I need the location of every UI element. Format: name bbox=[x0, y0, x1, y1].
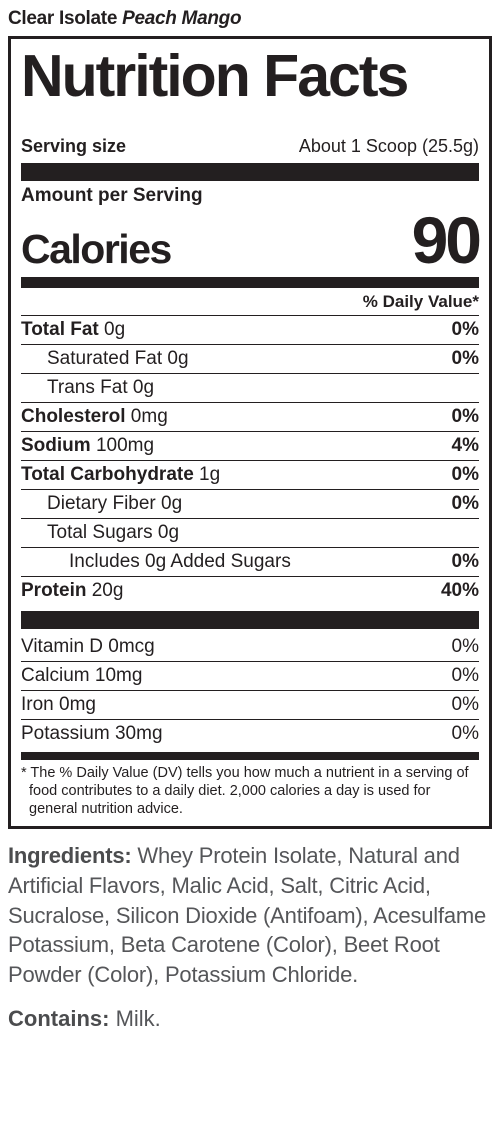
product-header: Clear Isolate Peach Mango bbox=[8, 8, 492, 30]
ingredients-label: Ingredients: bbox=[8, 843, 132, 868]
nutrients-micro: Vitamin D 0mcg 0% Calcium 10mg 0% Iron 0mg 0%… bbox=[21, 633, 479, 748]
divider-medium bbox=[21, 277, 479, 288]
nutrient-row: Protein 20g 40% bbox=[21, 577, 479, 605]
calories-row: Calories 90 bbox=[21, 207, 479, 273]
contains: Contains: Milk. bbox=[8, 1006, 492, 1032]
nutrient-row: Total Sugars 0g bbox=[21, 519, 479, 548]
daily-value-header: % Daily Value* bbox=[21, 292, 479, 316]
nutrient-row: Sodium 100mg 4% bbox=[21, 432, 479, 461]
nutrient-dv: 40% bbox=[441, 580, 479, 602]
nutrition-facts-panel: Nutrition Facts Serving size About 1 Sco… bbox=[8, 36, 492, 829]
nutrient-row: Dietary Fiber 0g 0% bbox=[21, 490, 479, 519]
amount-per-serving: Amount per Serving bbox=[21, 185, 479, 207]
nutrient-name: Total Fat 0g bbox=[21, 319, 125, 341]
nutrient-row: Cholesterol 0mg 0% bbox=[21, 403, 479, 432]
nutrients-main: Total Fat 0g 0% Saturated Fat 0g 0% Trans Fa… bbox=[21, 316, 479, 605]
nutrient-row: Includes 0g Added Sugars 0% bbox=[21, 548, 479, 577]
micronutrient-name: Vitamin D 0mcg bbox=[21, 636, 155, 658]
nutrient-row: Saturated Fat 0g 0% bbox=[21, 345, 479, 374]
nutrient-dv: 0% bbox=[452, 551, 479, 573]
contains-label: Contains: bbox=[8, 1006, 109, 1031]
micronutrient-name: Calcium 10mg bbox=[21, 665, 142, 687]
nutrient-row: Trans Fat 0g bbox=[21, 374, 479, 403]
nutrient-row: Total Fat 0g 0% bbox=[21, 316, 479, 345]
panel-title: Nutrition Facts bbox=[21, 47, 479, 106]
calories-value: 90 bbox=[412, 207, 479, 273]
product-name: Clear Isolate bbox=[8, 8, 117, 29]
product-flavor: Peach Mango bbox=[122, 8, 241, 29]
divider-thick bbox=[21, 611, 479, 629]
nutrient-name: Saturated Fat 0g bbox=[21, 348, 189, 370]
nutrient-name: Includes 0g Added Sugars bbox=[21, 551, 291, 573]
divider-medium bbox=[21, 752, 479, 760]
nutrient-name: Protein 20g bbox=[21, 580, 123, 602]
micronutrient-row: Potassium 30mg 0% bbox=[21, 720, 479, 748]
nutrient-name: Cholesterol 0mg bbox=[21, 406, 168, 428]
nutrient-name: Total Carbohydrate 1g bbox=[21, 464, 220, 486]
divider-thick bbox=[21, 163, 479, 181]
micronutrient-name: Potassium 30mg bbox=[21, 723, 163, 745]
serving-size-label: Serving size bbox=[21, 136, 126, 157]
nutrient-name: Dietary Fiber 0g bbox=[21, 493, 182, 515]
micronutrient-dv: 0% bbox=[452, 723, 479, 745]
nutrient-row: Total Carbohydrate 1g 0% bbox=[21, 461, 479, 490]
nutrient-dv: 0% bbox=[452, 493, 479, 515]
micronutrient-dv: 0% bbox=[452, 636, 479, 658]
calories-label: Calories bbox=[21, 226, 171, 273]
micronutrient-row: Vitamin D 0mcg 0% bbox=[21, 633, 479, 662]
serving-size-row: Serving size About 1 Scoop (25.5g) bbox=[21, 136, 479, 157]
nutrient-name: Total Sugars 0g bbox=[21, 522, 179, 544]
ingredients: Ingredients: Whey Protein Isolate, Natur… bbox=[8, 841, 492, 989]
nutrient-name: Sodium 100mg bbox=[21, 435, 154, 457]
micronutrient-dv: 0% bbox=[452, 694, 479, 716]
nutrient-dv: 0% bbox=[452, 348, 479, 370]
micronutrient-row: Iron 0mg 0% bbox=[21, 691, 479, 720]
micronutrient-name: Iron 0mg bbox=[21, 694, 96, 716]
footnote: * The % Daily Value (DV) tells you how m… bbox=[21, 764, 479, 818]
nutrient-dv: 0% bbox=[452, 319, 479, 341]
nutrient-dv: 4% bbox=[452, 435, 479, 457]
nutrient-dv: 0% bbox=[452, 406, 479, 428]
serving-size-value: About 1 Scoop (25.5g) bbox=[299, 136, 479, 157]
micronutrient-row: Calcium 10mg 0% bbox=[21, 662, 479, 691]
nutrient-name: Trans Fat 0g bbox=[21, 377, 154, 399]
contains-text: Milk. bbox=[116, 1006, 161, 1031]
micronutrient-dv: 0% bbox=[452, 665, 479, 687]
nutrient-dv: 0% bbox=[452, 464, 479, 486]
